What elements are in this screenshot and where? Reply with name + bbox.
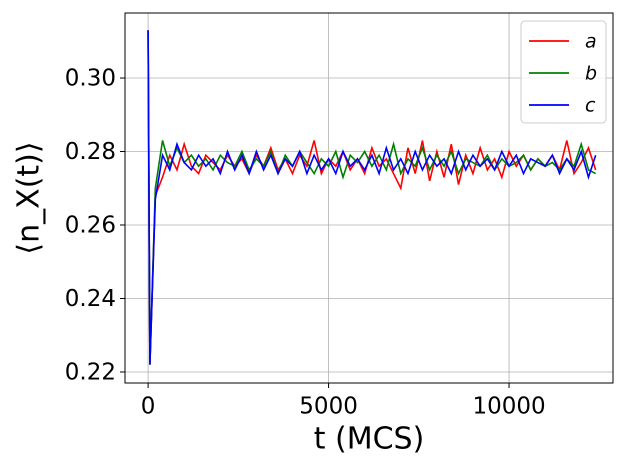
x-tick-label: 5000 bbox=[299, 394, 358, 420]
legend-box bbox=[520, 20, 607, 124]
legend-label: b bbox=[585, 63, 597, 85]
legend: abc bbox=[520, 20, 607, 124]
x-tick-label: 0 bbox=[141, 394, 156, 420]
x-tick-label: 10000 bbox=[472, 394, 545, 420]
series-line bbox=[147, 30, 597, 365]
y-tick-label: 0.24 bbox=[65, 286, 116, 312]
y-tick-label: 0.26 bbox=[65, 213, 116, 239]
y-tick-label: 0.22 bbox=[65, 359, 116, 385]
series-line bbox=[147, 30, 597, 365]
plot-frame bbox=[124, 12, 614, 384]
y-axis-label: ⟨n_X(t)⟩ bbox=[12, 141, 47, 254]
legend-label: c bbox=[585, 95, 596, 117]
y-tick-label: 0.30 bbox=[65, 66, 116, 92]
legend-label: a bbox=[585, 31, 597, 53]
y-tick-label: 0.28 bbox=[65, 139, 116, 165]
x-axis-label: t (MCS) bbox=[314, 422, 425, 457]
